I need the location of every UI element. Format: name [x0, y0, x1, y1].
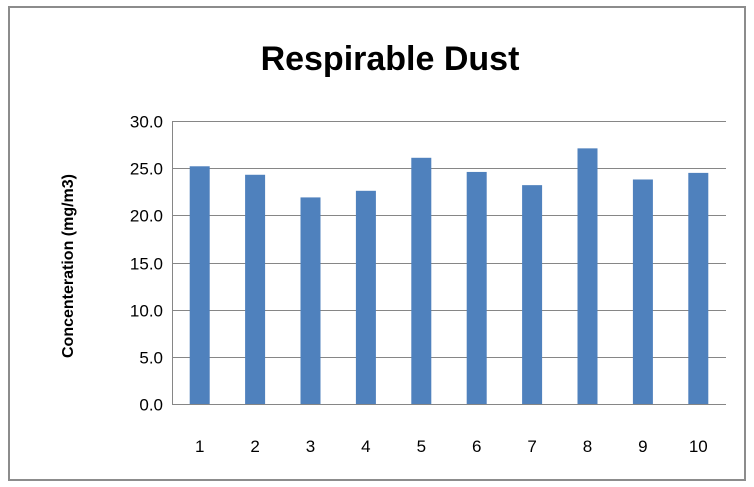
bar-5 — [411, 157, 432, 404]
bar-7 — [522, 185, 543, 404]
x-tick-label-8: 8 — [583, 437, 592, 456]
x-tick-label-10: 10 — [689, 437, 708, 456]
x-tick-label-2: 2 — [250, 437, 259, 456]
bar-2 — [245, 174, 266, 404]
bar-6 — [466, 171, 487, 404]
x-tick-label-1: 1 — [195, 437, 204, 456]
bar-3 — [300, 197, 321, 404]
x-tick-label-4: 4 — [361, 437, 370, 456]
bar-4 — [355, 190, 376, 404]
y-tick-label-4: 20.0 — [130, 207, 163, 226]
y-tick-label-1: 5.0 — [139, 349, 163, 368]
y-tick-label-0: 0.0 — [139, 396, 163, 415]
y-axis-ticks: 0.0 5.0 10.0 15.0 20.0 25.0 30.0 — [130, 113, 163, 415]
x-tick-label-9: 9 — [638, 437, 647, 456]
bar-8 — [577, 148, 598, 404]
x-tick-label-6: 6 — [472, 437, 481, 456]
y-tick-label-6: 30.0 — [130, 113, 163, 132]
chart-title: Respirable Dust — [261, 40, 520, 78]
x-tick-label-3: 3 — [306, 437, 315, 456]
x-axis-ticks: 1 2 3 4 5 6 7 8 9 10 — [195, 437, 708, 456]
y-axis-label: Concenteration (mg/m3) — [60, 174, 77, 358]
chart-frame — [8, 6, 746, 481]
x-tick-label-5: 5 — [417, 437, 426, 456]
y-tick-label-3: 15.0 — [130, 255, 163, 274]
bar-10 — [688, 172, 709, 404]
bars — [189, 148, 709, 404]
y-tick-label-2: 10.0 — [130, 302, 163, 321]
x-tick-label-7: 7 — [527, 437, 536, 456]
bar-1 — [189, 166, 210, 404]
bar-9 — [632, 179, 653, 404]
y-tick-label-5: 25.0 — [130, 160, 163, 179]
